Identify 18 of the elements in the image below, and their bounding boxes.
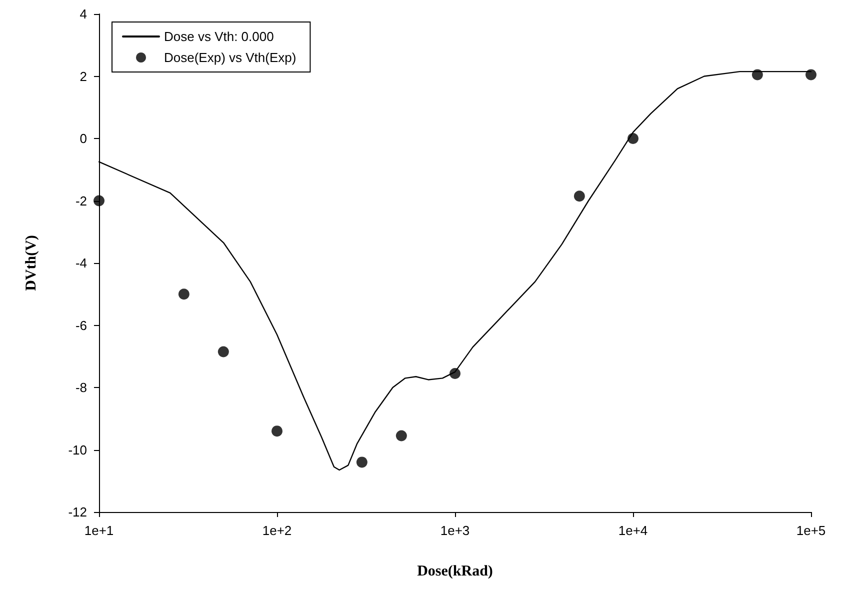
x-tick-label: 1e+3 bbox=[440, 523, 470, 538]
y-tick-label: 0 bbox=[80, 131, 87, 146]
y-axis-title: DVth(V) bbox=[24, 235, 40, 291]
x-tick-label: 1e+5 bbox=[796, 523, 826, 538]
y-tick-label: -8 bbox=[75, 380, 87, 395]
x-axis-title: Dose(kRad) bbox=[417, 564, 493, 580]
y-tick-label: 2 bbox=[80, 68, 87, 84]
y-tick-label: 4 bbox=[80, 6, 87, 22]
x-tick-label: 1e+4 bbox=[618, 523, 648, 538]
x-tick-label: 1e+1 bbox=[84, 523, 114, 538]
y-tick-label: -6 bbox=[75, 318, 87, 333]
y-tick-label: -4 bbox=[75, 256, 87, 270]
x-tick-label: 1e+2 bbox=[262, 523, 292, 538]
legend-label: Dose(Exp) vs Vth(Exp) bbox=[164, 50, 296, 65]
y-tick-label: -10 bbox=[68, 442, 87, 458]
y-tick-label: -12 bbox=[68, 504, 87, 520]
y-tick-label: -2 bbox=[75, 193, 87, 208]
legend-label: Dose vs Vth: 0.000 bbox=[164, 29, 274, 44]
